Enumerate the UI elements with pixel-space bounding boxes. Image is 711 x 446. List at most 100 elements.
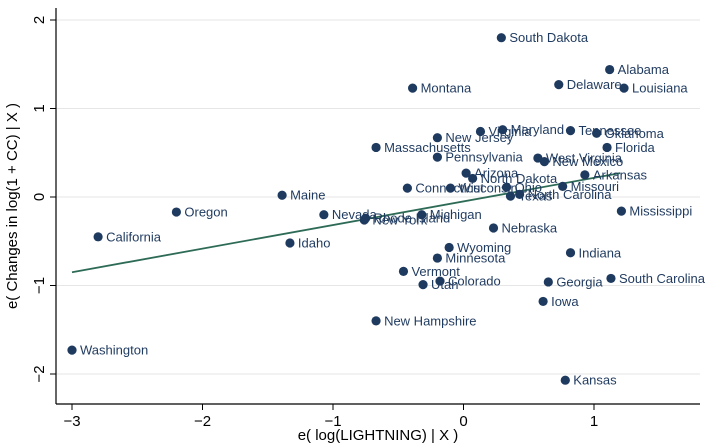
y-tick-label: 1: [31, 104, 48, 112]
x-tick-label: 0: [459, 413, 467, 430]
data-point: [359, 215, 369, 225]
point-label: Delaware: [567, 77, 622, 92]
point-label: Idaho: [298, 236, 331, 251]
data-point: [475, 126, 486, 137]
x-axis-title: e( log(LIGHTNING) | X ): [298, 427, 459, 444]
data-point: [435, 276, 445, 286]
x-tick-label: −2: [194, 413, 211, 430]
point-label: Wyoming: [457, 240, 511, 255]
data-point: [461, 168, 471, 178]
point-label: Georgia: [556, 274, 603, 289]
y-tick-label: 0: [31, 193, 48, 201]
data-point: [371, 142, 381, 153]
point-label: Kansas: [573, 373, 617, 388]
data-point: [543, 277, 553, 287]
data-point: [285, 238, 295, 248]
point-label: Indiana: [579, 245, 622, 260]
data-point: [408, 83, 418, 93]
y-axis-title: e( Changes in log(1 + CC) | X ): [4, 103, 21, 309]
data-point: [496, 33, 506, 43]
data-point: [444, 242, 454, 253]
point-label: Nevada: [332, 207, 378, 222]
data-point: [277, 190, 287, 200]
data-point: [565, 248, 576, 258]
point-label: Nebraska: [502, 220, 558, 235]
data-point: [592, 128, 602, 138]
point-label: Virginia: [488, 124, 532, 139]
point-label: Vermont: [411, 264, 460, 279]
data-point: [538, 296, 548, 307]
point-label: New Hampshire: [384, 313, 476, 328]
data-point: [505, 191, 516, 201]
point-label: Wisconsin: [458, 181, 517, 196]
point-label: Missouri: [571, 179, 620, 194]
point-label: California: [106, 229, 162, 244]
y-tick-label: −2: [31, 365, 48, 382]
data-point: [418, 280, 428, 290]
point-label: North Carolina: [528, 187, 613, 202]
point-label: Montana: [421, 81, 472, 96]
x-tick-label: 1: [590, 413, 598, 430]
point-label: Iowa: [551, 294, 579, 309]
point-label: Colorado: [448, 274, 501, 289]
point-label: Maryland: [511, 122, 564, 137]
fit-line-layer: [71, 172, 621, 274]
point-label: Rhode Island: [374, 211, 451, 226]
data-point: [616, 206, 627, 216]
data-point: [417, 210, 427, 220]
y-tick-label: 2: [31, 16, 48, 24]
point-label: Massachusetts: [384, 140, 471, 155]
data-point: [580, 170, 590, 180]
data-point: [67, 345, 77, 355]
point-label: Texas: [518, 189, 552, 204]
point-label: Michigan: [430, 207, 482, 222]
data-point: [539, 157, 550, 167]
point-label: Arkansas: [593, 167, 648, 182]
axes: −2 −1 0 1 2 −3 −2 −1 0 1: [31, 8, 700, 430]
data-point: [602, 142, 612, 153]
data-point: [619, 83, 629, 93]
data-point: [432, 133, 442, 143]
data-point: [468, 173, 478, 184]
x-tick-label: −3: [63, 413, 80, 430]
data-point: [432, 253, 442, 263]
data-point: [560, 375, 570, 385]
point-label: Maine: [290, 188, 325, 203]
data-point: [554, 80, 564, 90]
point-label: West Virginia: [546, 151, 623, 166]
point-label: Washington: [80, 343, 148, 358]
point-label: New Jersey: [445, 130, 513, 145]
point-label: New York: [372, 213, 427, 228]
data-point: [445, 183, 456, 193]
point-label: South Dakota: [509, 30, 589, 45]
point-label: Arizona: [474, 166, 519, 181]
point-label: Oregon: [184, 205, 227, 220]
y-tick-label: −1: [31, 277, 48, 294]
data-point: [605, 64, 615, 75]
grid-lines: [56, 19, 700, 375]
data-point: [319, 210, 329, 220]
point-label: Mississippi: [629, 204, 692, 219]
data-point: [498, 125, 508, 135]
data-point: [93, 232, 103, 242]
fit-line: [71, 172, 621, 274]
point-label: Pennsylvania: [445, 150, 523, 165]
data-point: [371, 316, 381, 326]
data-point: [398, 266, 409, 276]
point-label: North Dakota: [481, 171, 558, 186]
data-point: [515, 189, 525, 199]
data-point: [171, 207, 181, 217]
data-point: [402, 183, 412, 193]
point-label: New Mexico: [552, 154, 623, 169]
data-point: [432, 152, 442, 162]
data-point: [488, 223, 499, 233]
data-point: [606, 273, 616, 284]
data-point: [565, 126, 576, 136]
point-label: South Carolina: [619, 271, 706, 286]
data-point: [558, 181, 568, 191]
point-label: Oklahoma: [605, 126, 665, 141]
point-label: Minnesota: [445, 251, 506, 266]
point-label: Alabama: [618, 62, 670, 77]
point-label: Louisiana: [632, 81, 688, 96]
